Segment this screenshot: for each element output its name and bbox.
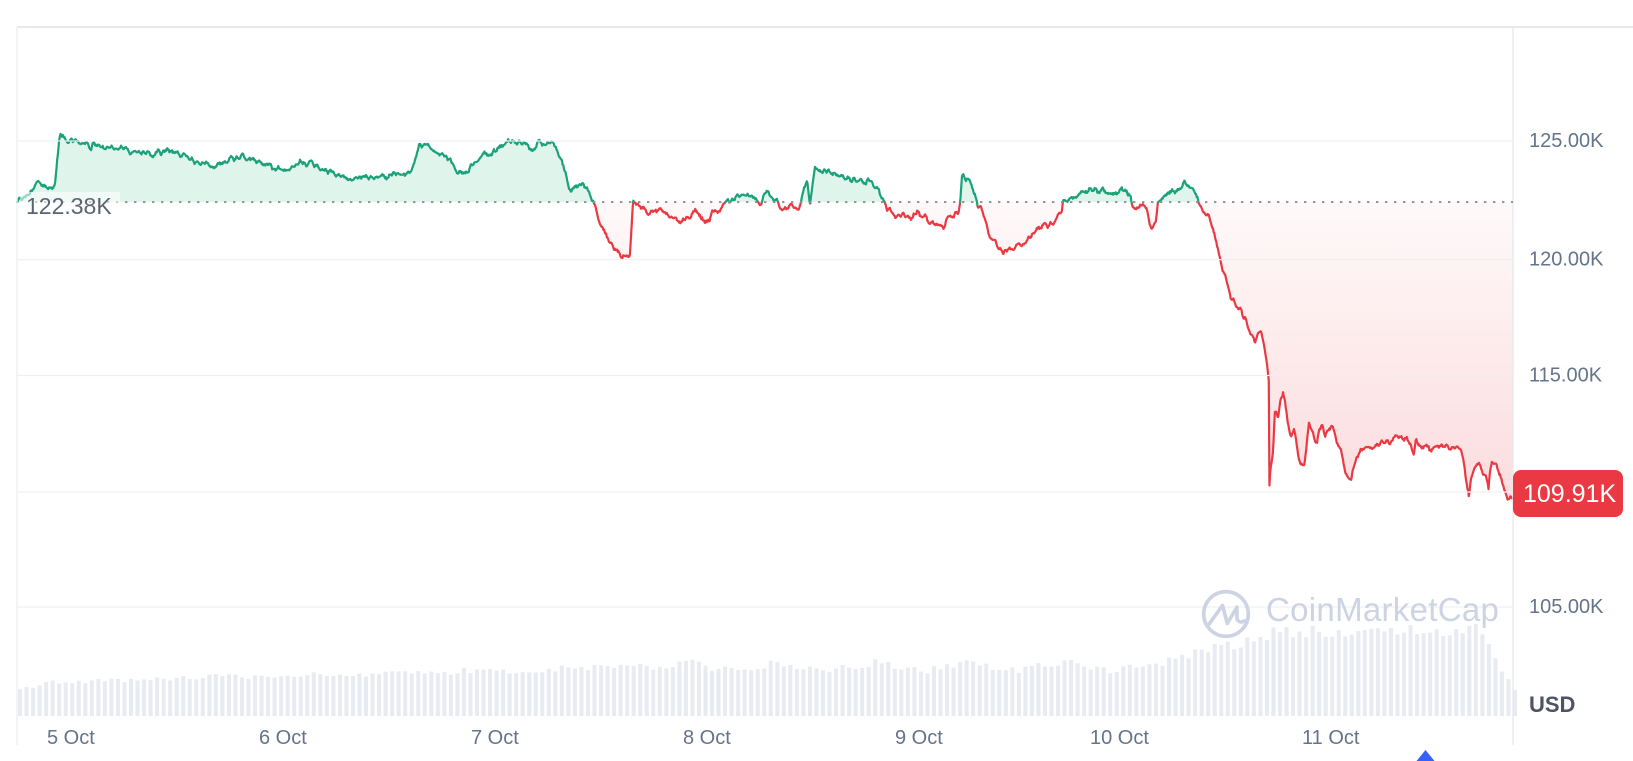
svg-text:120.00K: 120.00K [1529, 249, 1604, 271]
svg-text:109.91K: 109.91K [1523, 480, 1616, 508]
svg-text:8 Oct: 8 Oct [683, 727, 731, 749]
svg-text:11 Oct: 11 Oct [1302, 727, 1360, 749]
svg-text:6 Oct: 6 Oct [259, 727, 307, 749]
svg-text:115.00K: 115.00K [1529, 365, 1603, 387]
svg-text:CoinMarketCap: CoinMarketCap [1266, 591, 1499, 628]
svg-text:USD: USD [1529, 692, 1575, 717]
svg-text:7 Oct: 7 Oct [471, 727, 519, 749]
svg-text:10 Oct: 10 Oct [1090, 727, 1149, 749]
svg-text:5 Oct: 5 Oct [47, 727, 95, 749]
svg-text:122.38K: 122.38K [26, 193, 112, 219]
svg-text:9 Oct: 9 Oct [895, 727, 943, 749]
svg-text:105.00K: 105.00K [1529, 596, 1604, 618]
svg-text:125.00K: 125.00K [1529, 130, 1604, 152]
